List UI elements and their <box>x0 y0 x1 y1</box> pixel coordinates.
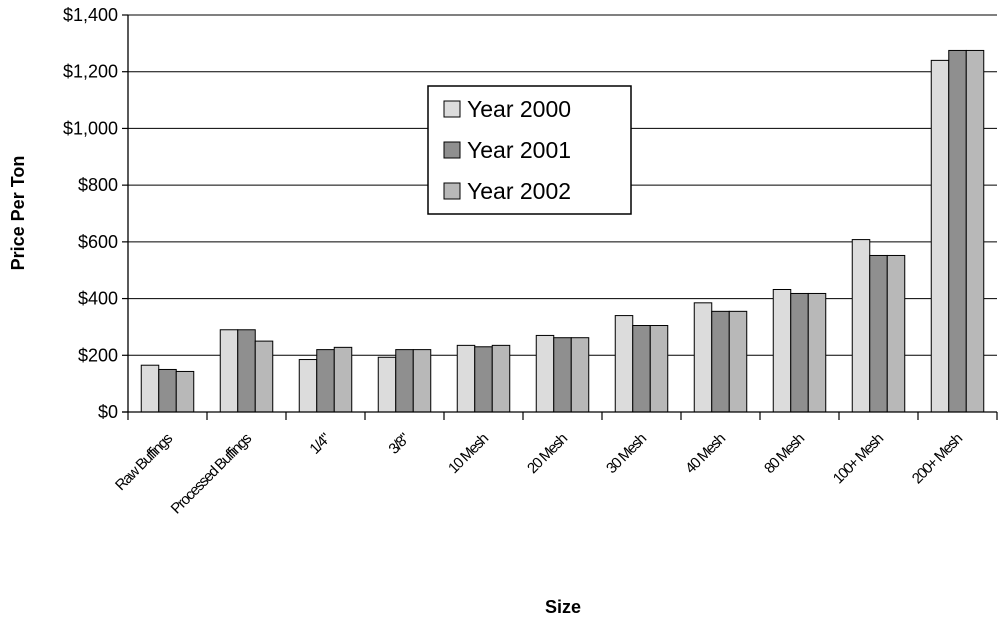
bar <box>886 254 906 413</box>
bar <box>632 325 651 413</box>
y-tick-label: $1,400 <box>63 5 118 25</box>
x-tick-label: Raw Buffings <box>112 430 176 494</box>
bar <box>333 346 353 413</box>
bar <box>772 288 792 413</box>
bar <box>175 370 195 413</box>
x-tick-label: 40 Mesh <box>682 430 729 477</box>
bar <box>456 344 476 413</box>
bar <box>728 310 748 413</box>
x-tick-label: 1/4" <box>306 430 334 458</box>
x-tick-label: Processed Buffings <box>168 430 255 517</box>
bar <box>237 329 256 413</box>
legend-swatch <box>443 100 461 118</box>
bar <box>412 349 432 413</box>
bar <box>614 315 634 413</box>
bar <box>535 334 555 413</box>
bar <box>649 325 669 413</box>
x-tick-label: 100+ Mesh <box>830 430 887 487</box>
bar <box>965 49 985 413</box>
x-tick-label: 30 Mesh <box>603 430 650 477</box>
bar <box>298 359 318 413</box>
legend: Year 2000 Year 2001 Year 2002 <box>427 85 632 215</box>
x-tick-label: 80 Mesh <box>761 430 808 477</box>
axes <box>122 14 998 420</box>
bar <box>790 292 809 413</box>
legend-swatch <box>443 182 461 200</box>
bar <box>219 329 239 413</box>
legend-label: Year 2002 <box>467 178 571 204</box>
y-tick-label: $600 <box>78 232 118 252</box>
x-tick-label: 20 Mesh <box>524 430 571 477</box>
bar <box>254 340 274 413</box>
legend-label: Year 2000 <box>467 96 571 122</box>
y-tick-label: $200 <box>78 345 118 365</box>
bar <box>869 254 888 413</box>
x-axis-title: Size <box>545 597 581 617</box>
y-axis-title: Price Per Ton <box>8 156 28 271</box>
bar <box>158 368 177 413</box>
bar <box>807 292 827 413</box>
y-tick-label: $800 <box>78 175 118 195</box>
bar <box>570 337 590 413</box>
x-tick-label: 200+ Mesh <box>909 430 966 487</box>
bar <box>711 310 730 413</box>
x-tick-label: 3/8" <box>385 430 413 458</box>
legend-box <box>427 85 632 215</box>
bar <box>140 364 160 413</box>
y-tick-label: $0 <box>98 402 118 422</box>
bar <box>553 337 572 413</box>
bar <box>930 59 950 413</box>
bar <box>693 302 713 413</box>
bars <box>140 49 985 413</box>
y-tick-labels: $0 $200 $400 $600 $800 $1,000 $1,200 $1,400 <box>63 5 118 422</box>
bar <box>395 349 414 413</box>
bar <box>316 349 335 413</box>
bar <box>948 49 967 413</box>
x-tick-label: 10 Mesh <box>445 430 492 477</box>
bar <box>474 346 493 413</box>
legend-swatch <box>443 141 461 159</box>
bar <box>491 344 511 413</box>
legend-label: Year 2001 <box>467 137 571 163</box>
y-tick-label: $1,200 <box>63 62 118 82</box>
y-tick-label: $1,000 <box>63 118 118 138</box>
bar <box>851 239 871 413</box>
bar <box>377 356 397 413</box>
y-tick-label: $400 <box>78 289 118 309</box>
